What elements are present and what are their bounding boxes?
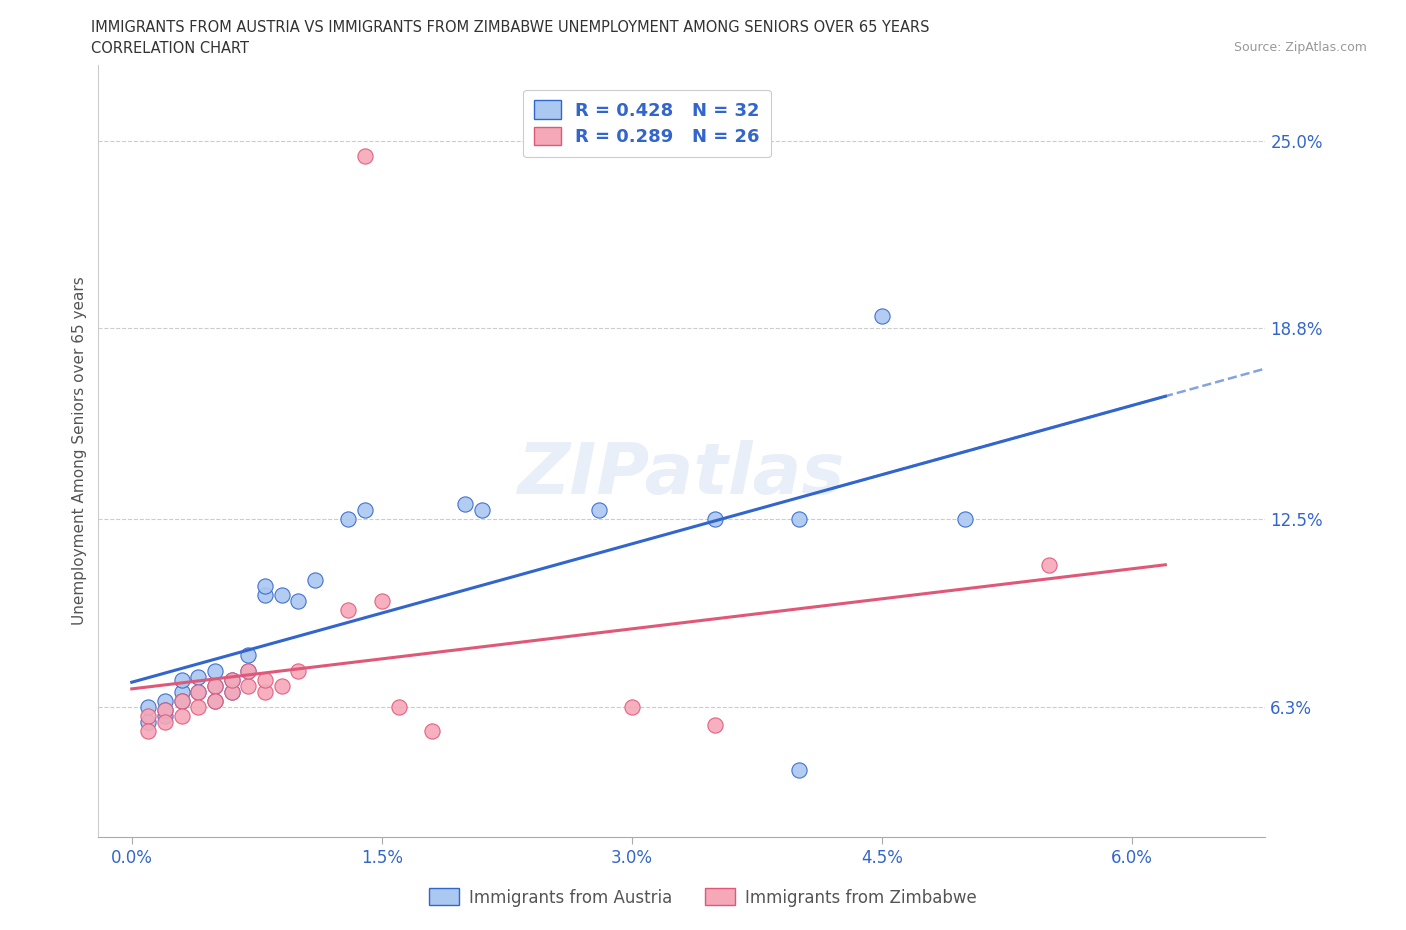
Point — [420, 724, 443, 738]
Point — [254, 672, 277, 687]
Point — [238, 663, 260, 678]
Point — [254, 684, 277, 699]
Legend: R = 0.428   N = 32, R = 0.289   N = 26: R = 0.428 N = 32, R = 0.289 N = 26 — [523, 89, 770, 157]
Point — [170, 684, 193, 699]
Point — [170, 709, 193, 724]
Point — [187, 669, 209, 684]
Point — [354, 502, 377, 517]
Point — [620, 699, 643, 714]
Point — [138, 714, 160, 729]
Point — [204, 694, 226, 709]
Point — [153, 714, 176, 729]
Text: IMMIGRANTS FROM AUSTRIA VS IMMIGRANTS FROM ZIMBABWE UNEMPLOYMENT AMONG SENIORS O: IMMIGRANTS FROM AUSTRIA VS IMMIGRANTS FR… — [91, 20, 929, 35]
Point — [187, 699, 209, 714]
Text: CORRELATION CHART: CORRELATION CHART — [91, 41, 249, 56]
Point — [704, 718, 727, 733]
Point — [138, 699, 160, 714]
Text: ZIPatlas: ZIPatlas — [519, 440, 845, 509]
Point — [287, 593, 309, 608]
Point — [254, 588, 277, 603]
Point — [153, 694, 176, 709]
Point — [371, 593, 394, 608]
Point — [170, 694, 193, 709]
Point — [221, 672, 243, 687]
Point — [187, 684, 209, 699]
Point — [471, 502, 494, 517]
Point — [354, 149, 377, 164]
Point — [337, 603, 360, 618]
Point — [238, 663, 260, 678]
Point — [238, 648, 260, 663]
Point — [221, 684, 243, 699]
Point — [304, 572, 326, 587]
Point — [238, 678, 260, 693]
Point — [221, 672, 243, 687]
Point — [153, 702, 176, 717]
Point — [170, 672, 193, 687]
Point — [138, 724, 160, 738]
Point — [153, 702, 176, 717]
Point — [221, 684, 243, 699]
Text: Source: ZipAtlas.com: Source: ZipAtlas.com — [1233, 41, 1367, 54]
Point — [204, 678, 226, 693]
Point — [170, 694, 193, 709]
Legend: Immigrants from Austria, Immigrants from Zimbabwe: Immigrants from Austria, Immigrants from… — [422, 882, 984, 913]
Point — [138, 709, 160, 724]
Point — [254, 578, 277, 593]
Point — [1038, 557, 1060, 572]
Point — [270, 678, 292, 693]
Point — [337, 512, 360, 526]
Point — [204, 663, 226, 678]
Point — [187, 684, 209, 699]
Point — [270, 588, 292, 603]
Point — [454, 497, 477, 512]
Point — [955, 512, 977, 526]
Point — [204, 678, 226, 693]
Point — [204, 694, 226, 709]
Point — [387, 699, 409, 714]
Point — [153, 709, 176, 724]
Point — [870, 309, 893, 324]
Point — [787, 512, 810, 526]
Point — [787, 763, 810, 777]
Point — [287, 663, 309, 678]
Y-axis label: Unemployment Among Seniors over 65 years: Unemployment Among Seniors over 65 years — [72, 277, 87, 625]
Point — [704, 512, 727, 526]
Point — [588, 502, 610, 517]
